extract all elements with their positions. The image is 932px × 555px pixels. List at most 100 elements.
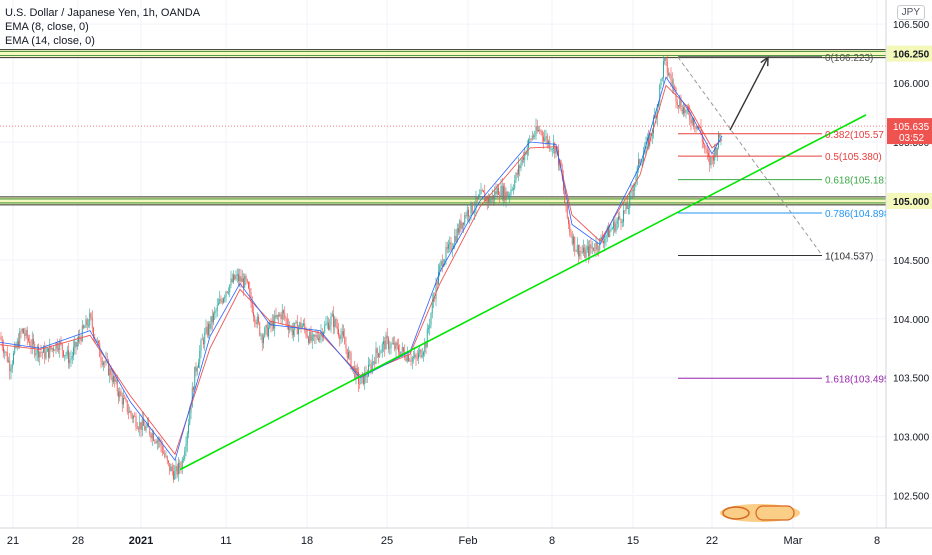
candle-body [249,288,251,293]
candle-body [671,80,673,86]
price-axis-bg [886,0,932,550]
candle-body [209,323,211,329]
candle-body [129,411,131,413]
candle-body [471,202,473,213]
ema14-legend[interactable]: EMA (14, close, 0) [5,35,95,47]
candle-body [230,278,232,285]
candle-body [289,327,291,331]
candle-body [154,440,156,442]
candle-body [683,107,684,114]
candle-body [405,357,407,361]
candle-body [619,216,621,220]
candle-body [114,375,116,382]
candle-body [685,110,687,113]
candle-body [281,310,283,320]
candle-body [305,328,307,336]
level-105000-band [0,196,886,205]
candle-body [423,352,424,356]
candle-body [488,196,489,203]
candle-body [448,244,449,249]
candle-body [535,126,537,136]
candle-body [315,335,317,337]
candle-body [503,186,504,199]
candle-body [583,247,584,253]
candle-body [475,196,477,209]
ema8-legend[interactable]: EMA (8, close, 0) [5,21,89,33]
candle-body [500,185,502,197]
candle-body [426,328,428,348]
candle-body [701,134,703,142]
candle-body [265,325,267,328]
candle-body [53,348,54,351]
candle-body [261,334,263,344]
time-tick-label: 15 [627,535,639,547]
candle-body [179,462,181,468]
candle-body [718,134,719,148]
forecast-arrow [729,56,769,131]
candle-body [174,471,176,480]
candle-body [371,361,373,371]
horizontal-levels [0,49,886,206]
candle-body [40,351,42,353]
candle-body [381,344,383,352]
candle-body [75,341,77,347]
time-tick-label: Mar [784,535,803,547]
candle-body [158,440,159,442]
candle-body [433,298,434,302]
candle-body [669,74,671,75]
candle-body [254,316,256,323]
candle-body [91,317,93,328]
candle-body [221,300,223,303]
candle-body [455,236,457,242]
candle-body [649,133,651,146]
candle-body [119,391,121,398]
candle-body [346,348,348,358]
candle-body [441,260,443,267]
candle-body [678,105,679,107]
currency-badge[interactable]: JPY [896,5,925,20]
candle-body [338,329,339,336]
candle-body [653,118,654,134]
candle-body [460,220,462,229]
candle-body [379,353,381,357]
candle-body [389,347,391,349]
candle-body [295,321,297,323]
candle-body [493,195,494,200]
candle-body [331,313,333,317]
candle-body [143,419,144,426]
candle-body [428,327,429,329]
candle-body [128,411,129,413]
candle-body [691,117,693,124]
time-tick-label: 25 [381,535,393,547]
candle-body [178,462,179,475]
candle-body [424,342,426,353]
candle-body [213,313,214,323]
candle-body [80,337,82,342]
candle-body [88,325,89,326]
candle-body [220,299,222,301]
candle-body [543,136,544,141]
candle-body [418,352,419,359]
candle-body [479,194,481,196]
candle-body [604,238,606,244]
candle-body [240,276,242,282]
candle-body [638,159,639,167]
candle-body [614,221,616,232]
time-tick-label: 8 [549,535,555,547]
candle-body [334,319,336,328]
candle-body [131,414,133,419]
candle-body [366,376,368,377]
candle-body [498,187,499,195]
candle-body [94,337,96,340]
candle-body [228,292,229,293]
candle-body [238,274,239,282]
candle-body [689,111,691,120]
candle-body [659,85,661,103]
candle-body [349,351,351,353]
candle-body [461,222,463,229]
candle-body [480,189,482,195]
candle-body [330,316,332,325]
candle-body [244,275,246,288]
